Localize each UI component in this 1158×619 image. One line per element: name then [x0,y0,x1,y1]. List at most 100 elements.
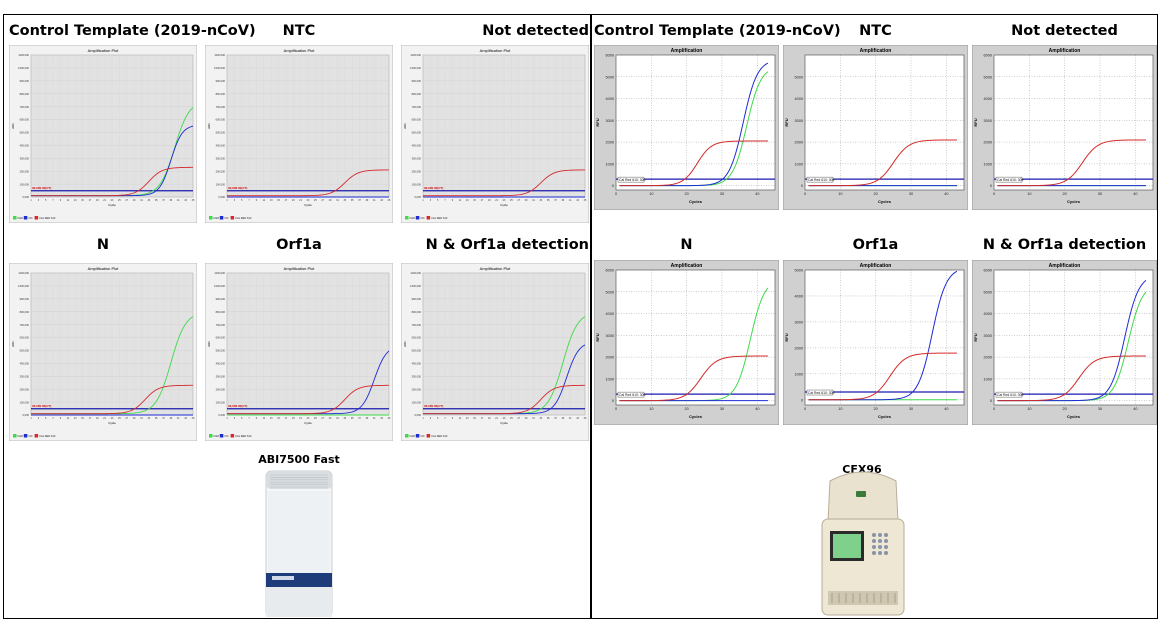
x-tick-label: 27 [125,417,128,420]
legend-label: CAL RED 610 [431,434,448,438]
y-tick-label: 3000 [606,119,614,123]
x-tick-label: 0 [804,407,806,411]
y-tick-label: 800,000 [412,92,422,96]
x-tick-label: 37 [162,199,165,202]
front-panel [268,491,330,575]
y-tick-label: 1100,000 [410,271,421,275]
keypad-button [884,533,888,537]
x-tick-label: 23 [503,199,506,202]
x-tick-label: 35 [155,199,158,202]
series-line-cal-red-610 [997,355,1146,402]
x-tick-label: 39 [562,199,565,202]
x-tick-label: 25 [118,417,121,420]
chart-cell: N & Orf1a detection Amplification 0 1000 200… [971,15,1158,455]
x-tick-label: 35 [351,417,354,420]
x-tick-label: 25 [510,417,513,420]
abi-chart-svg: Amplification Plot 0,000 100,000 200,000 300… [204,262,394,442]
x-tick-label: 11 [459,199,462,202]
chart-cell: Control Template (2019-nCoV) Amplificatio… [8,15,256,455]
y-tick-label: 700,000 [20,105,30,109]
y-tick-label: 3000 [984,334,992,338]
y-axis-label: RFU [973,333,978,341]
legend-label: FAM [410,434,415,438]
plot-area [804,269,965,406]
x-axis-label: Cycles [689,199,703,204]
keypad-button [884,545,888,549]
x-tick-label: 33 [539,417,542,420]
x-tick-label: 19 [292,199,295,202]
chart-cell: NTC Amplification Plot 0,000 100,000 200,000… [204,15,401,455]
x-tick-label: 45 [388,417,391,420]
chart-title: Amplification Plot [284,266,316,271]
y-tick-label: 900,000 [412,79,422,83]
x-tick-label: 37 [358,417,361,420]
x-tick-label: 3 [234,417,236,420]
x-tick-label: 13 [270,199,273,202]
x-tick-label: 31 [140,417,143,420]
cfx-chart-svg: Amplification 0 1000 2000 3000 4000 5000 0 10 20 3… [782,44,969,211]
x-axis-label: Cycle [108,421,116,425]
x-tick-label: 21 [495,199,498,202]
legend-swatch [415,216,420,220]
y-tick-label: 400,000 [20,362,30,366]
y-tick-label: 2000 [606,356,614,360]
instrument-label: ABI7500 Fast [258,453,340,466]
y-tick-label: 1100,000 [18,271,29,275]
legend-swatch [230,434,235,438]
y-tick-label: 400,000 [412,362,422,366]
x-tick-label: 35 [547,417,550,420]
x-axis-label: Cycles [1067,199,1081,204]
x-tick-label: 13 [466,199,469,202]
y-tick-label: 0,000 [415,195,422,199]
cfx-chart-svg: Amplification 0 1000 2000 3000 4000 5000 6000 0 1… [971,44,1158,211]
x-tick-label: 29 [525,417,528,420]
x-tick-label: 1 [422,417,424,420]
keypad-button [878,539,882,543]
y-tick-label: 300,000 [20,374,30,378]
x-tick-label: 39 [170,417,173,420]
x-tick-label: 37 [358,199,361,202]
x-tick-label: 13 [74,417,77,420]
x-tick-label: 41 [569,417,572,420]
threshold-label: Cal Red 610: 300 [619,393,646,397]
x-tick-label: 9 [256,417,258,420]
x-tick-label: 31 [532,199,535,202]
x-tick-label: 29 [525,199,528,202]
legend-swatch [405,216,409,220]
y-tick-label: 900,000 [216,79,226,83]
y-axis-label: ΔRn [403,341,407,347]
x-tick-label: 9 [452,417,454,420]
chart-title: Amplification [860,263,892,269]
y-tick-label: 400,000 [216,362,226,366]
series-line-cal-red-610 [423,169,586,197]
chart-cell: N Amplification Plot 0,000 100,000 200,000 30… [8,15,205,455]
cfx-chart-svg: Amplification 0 1000 2000 3000 4000 5000 0 10 20 3… [782,259,969,426]
y-axis-label: RFU [973,118,978,126]
x-tick-label: 27 [517,417,520,420]
y-tick-label: 1000,000 [18,66,29,70]
amplification-chart: Amplification Plot 0,000 100,000 200,000 300… [8,262,198,446]
y-tick-label: 2000 [795,141,803,145]
x-tick-label: 39 [562,417,565,420]
y-tick-label: 200,000 [20,169,30,173]
y-tick-label: 800,000 [20,92,30,96]
threshold-label-box [806,176,834,183]
y-tick-label: 5000 [795,75,803,79]
x-tick-label: 45 [192,199,195,202]
y-tick-label: 5000 [984,290,992,294]
plot-area [615,54,776,191]
x-tick-label: 27 [321,417,324,420]
chart-title: Amplification Plot [480,48,512,53]
amplification-chart: Amplification Plot 0,000 100,000 200,000 300… [400,44,590,228]
x-tick-label: 45 [584,417,587,420]
y-tick-label: 0 [801,184,803,188]
y-tick-label: 100,000 [412,400,422,404]
y-axis-label: RFU [595,333,600,341]
x-tick-label: 30 [909,407,913,411]
y-tick-label: 300,000 [20,156,30,160]
x-tick-label: 9 [60,417,62,420]
chart-cell: Control Template (2019-nCoV) Amplificatio… [593,15,841,455]
x-tick-label: 1 [30,417,32,420]
y-tick-label: 1100,000 [18,53,29,57]
y-tick-label: 900,000 [20,297,30,301]
